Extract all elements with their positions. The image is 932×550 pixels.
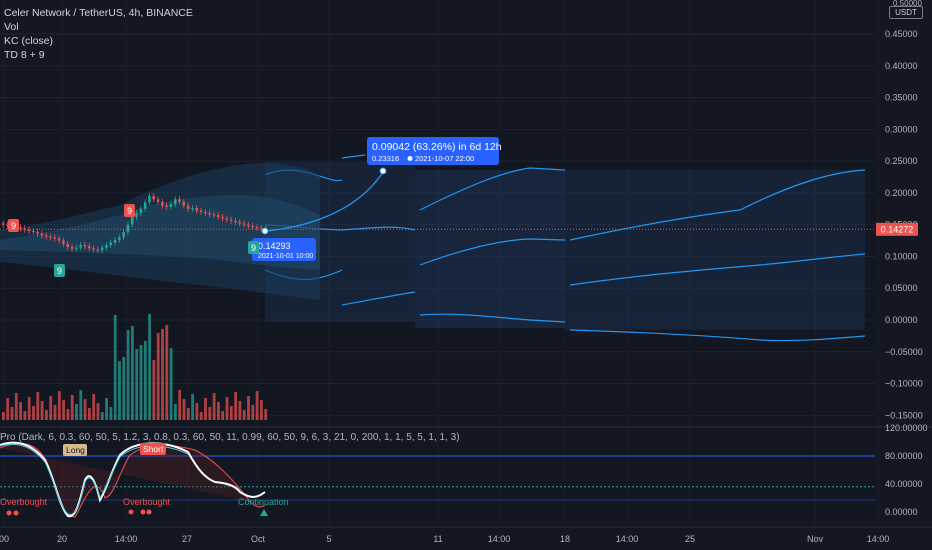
vol-indicator-label[interactable]: Vol — [4, 21, 19, 33]
measure-date: 2021-10-07 22:00 — [415, 154, 474, 163]
time-tick-8: 18 — [560, 534, 570, 544]
osc-label-overbought-2: Overbought — [123, 497, 171, 507]
current-price-badge: 0.14272 — [876, 222, 918, 236]
chart-legend: Celer Network / TetherUS, 4h, BINANCE Vo… — [4, 6, 193, 62]
price-tick-0: 0.45000 — [885, 29, 918, 39]
price-axis-top-partial: 0.50000 — [893, 0, 922, 8]
oscillator-axis[interactable]: 120.00000 80.00000 40.00000 0.00000 — [885, 423, 928, 517]
price-tick-9: 0.00000 — [885, 315, 918, 325]
time-tick-3: 27 — [182, 534, 192, 544]
time-tick-7: 14:00 — [488, 534, 511, 544]
price-tick-1: 0.40000 — [885, 61, 918, 71]
osc-label-short: Short — [140, 443, 166, 455]
measure-path — [264, 171, 384, 232]
svg-text:9: 9 — [251, 243, 256, 253]
svg-text:Long: Long — [66, 445, 85, 455]
price-tick-12: −0.15000 — [885, 410, 923, 420]
td-marker-green-2: 9 — [248, 241, 259, 254]
svg-text:9: 9 — [127, 206, 132, 216]
low-price-tooltip: 0.14293 2021-10-01 10:00 — [252, 238, 316, 261]
time-tick-2: 14:00 — [115, 534, 138, 544]
price-tick-2: 0.35000 — [885, 93, 918, 103]
volume-bars — [2, 314, 268, 420]
td-marker-green-1: 9 — [54, 264, 65, 277]
price-tick-7: 0.10000 — [885, 251, 918, 261]
measure-line2: 0.23316 — [372, 154, 399, 163]
triangle-up-icon — [260, 509, 268, 516]
measure-end-dot[interactable] — [379, 167, 387, 175]
time-tick-9: 14:00 — [616, 534, 639, 544]
svg-text:0.14272: 0.14272 — [881, 224, 914, 234]
oscillator-settings-label[interactable]: Pro (Dark, 6, 0.3, 60, 50, 5, 1.2, 3, 0.… — [0, 432, 460, 443]
currency-badge[interactable]: USDT — [889, 6, 923, 19]
price-tick-3: 0.30000 — [885, 124, 918, 134]
keltner-channel — [0, 163, 320, 300]
clock-icon — [407, 156, 413, 161]
osc-tick-0: 120.00000 — [885, 423, 928, 433]
time-tick-6: 11 — [433, 534, 442, 544]
osc-tick-2: 40.00000 — [885, 479, 923, 489]
price-tick-10: −0.05000 — [885, 347, 923, 357]
measure-start-dot[interactable] — [261, 227, 269, 235]
svg-text:9: 9 — [57, 266, 62, 276]
time-axis[interactable]: 00 20 14:00 27 Oct 5 11 14:00 18 14:00 25 Nov 14:00 — [0, 526, 932, 544]
time-tick-12: 14:00 — [867, 534, 890, 544]
osc-label-continuation: Continuation — [238, 497, 289, 507]
td-marker-red-2: 9 — [124, 204, 135, 217]
time-tick-5: 5 — [326, 534, 331, 544]
svg-text:9: 9 — [11, 221, 16, 231]
time-tick-1: 20 — [57, 534, 67, 544]
time-tick-11: Nov — [807, 534, 824, 544]
svg-text:Short: Short — [143, 444, 164, 454]
symbol-title[interactable]: Celer Network / TetherUS, 4h, BINANCE — [4, 7, 193, 19]
price-tick-8: 0.05000 — [885, 283, 918, 293]
price-tick-5: 0.20000 — [885, 188, 918, 198]
time-tick-0: 00 — [0, 534, 9, 544]
low-date: 2021-10-01 10:00 — [258, 253, 313, 260]
measure-tooltip: 0.09042 (63.26%) in 6d 12h 0.23316 2021-… — [367, 137, 502, 165]
osc-label-long: Long — [63, 444, 87, 456]
td-marker-red-1: 9 — [8, 219, 19, 232]
td-indicator-label[interactable]: TD 8 + 9 — [4, 49, 45, 61]
price-candles — [2, 193, 267, 254]
kc-indicator-label[interactable]: KC (close) — [4, 35, 54, 47]
time-tick-4: Oct — [251, 534, 266, 544]
forecast-projection — [264, 154, 866, 342]
price-tick-4: 0.25000 — [885, 156, 918, 166]
osc-label-overbought-1: Overbought — [0, 497, 48, 507]
osc-tick-3: 0.00000 — [885, 507, 918, 517]
price-tick-11: −0.10000 — [885, 379, 923, 389]
osc-tick-1: 80.00000 — [885, 451, 923, 461]
time-tick-10: 25 — [685, 534, 695, 544]
oscillator-pane: Long Short Overbought Overbought Continu… — [0, 441, 875, 518]
low-price: 0.14293 — [258, 241, 291, 251]
measure-line1: 0.09042 (63.26%) in 6d 12h — [372, 141, 502, 153]
